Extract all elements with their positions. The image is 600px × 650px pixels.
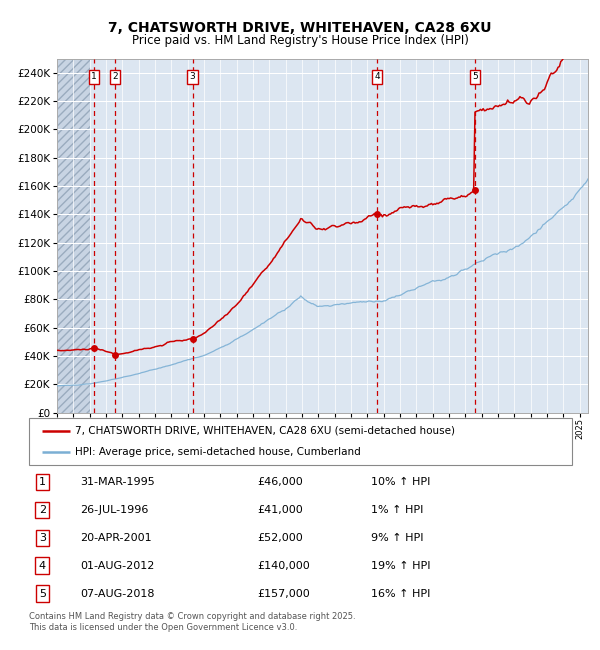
Text: HPI: Average price, semi-detached house, Cumberland: HPI: Average price, semi-detached house,…: [75, 447, 361, 457]
Text: 07-AUG-2018: 07-AUG-2018: [80, 589, 155, 599]
Text: 20-APR-2001: 20-APR-2001: [80, 533, 152, 543]
FancyBboxPatch shape: [29, 418, 572, 465]
Text: 1: 1: [91, 72, 97, 81]
Text: 3: 3: [190, 72, 196, 81]
Text: 19% ↑ HPI: 19% ↑ HPI: [371, 561, 431, 571]
Text: £46,000: £46,000: [257, 477, 303, 487]
Text: 5: 5: [472, 72, 478, 81]
Text: £140,000: £140,000: [257, 561, 310, 571]
Text: 31-MAR-1995: 31-MAR-1995: [80, 477, 155, 487]
Text: 4: 4: [374, 72, 380, 81]
Text: 16% ↑ HPI: 16% ↑ HPI: [371, 589, 431, 599]
Text: 3: 3: [39, 533, 46, 543]
Text: Price paid vs. HM Land Registry's House Price Index (HPI): Price paid vs. HM Land Registry's House …: [131, 34, 469, 47]
Text: 7, CHATSWORTH DRIVE, WHITEHAVEN, CA28 6XU (semi-detached house): 7, CHATSWORTH DRIVE, WHITEHAVEN, CA28 6X…: [75, 426, 455, 436]
Text: 1% ↑ HPI: 1% ↑ HPI: [371, 505, 424, 515]
Bar: [57, 58, 89, 413]
Text: 2: 2: [39, 505, 46, 515]
Text: £157,000: £157,000: [257, 589, 310, 599]
Text: 26-JUL-1996: 26-JUL-1996: [80, 505, 149, 515]
Text: 1: 1: [39, 477, 46, 487]
Text: £41,000: £41,000: [257, 505, 303, 515]
Text: £52,000: £52,000: [257, 533, 303, 543]
Text: 9% ↑ HPI: 9% ↑ HPI: [371, 533, 424, 543]
Text: 2: 2: [113, 72, 118, 81]
Text: 7, CHATSWORTH DRIVE, WHITEHAVEN, CA28 6XU: 7, CHATSWORTH DRIVE, WHITEHAVEN, CA28 6X…: [108, 21, 492, 35]
Text: 5: 5: [39, 589, 46, 599]
Text: 10% ↑ HPI: 10% ↑ HPI: [371, 477, 431, 487]
Text: 4: 4: [39, 561, 46, 571]
Text: Contains HM Land Registry data © Crown copyright and database right 2025.
This d: Contains HM Land Registry data © Crown c…: [29, 612, 355, 632]
Text: 01-AUG-2012: 01-AUG-2012: [80, 561, 155, 571]
